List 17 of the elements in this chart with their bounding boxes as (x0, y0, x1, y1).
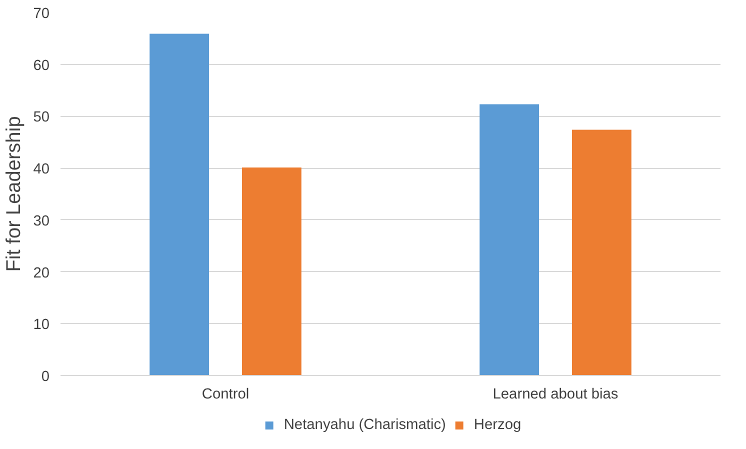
y-axis-title: Fit for Leadership (3, 116, 26, 272)
bar (572, 130, 632, 376)
y-tick-label: 20 (33, 265, 50, 282)
y-tick-label: 50 (33, 110, 50, 126)
legend-label: Netanyahu (Charismatic) (284, 417, 446, 433)
legend-label: Herzog (474, 417, 522, 433)
y-tick-label: 0 (41, 369, 50, 385)
x-tick-label: Learned about bias (492, 386, 618, 402)
y-tick-label: 30 (33, 213, 50, 230)
bar (150, 34, 209, 376)
y-tick-label: 40 (33, 162, 50, 178)
y-tick-label: 10 (33, 317, 50, 334)
y-tick-label: 70 (33, 6, 50, 22)
x-tick-label: Control (202, 386, 250, 402)
y-tick-label: 60 (33, 58, 50, 74)
bar (242, 168, 302, 376)
bar (480, 104, 539, 376)
